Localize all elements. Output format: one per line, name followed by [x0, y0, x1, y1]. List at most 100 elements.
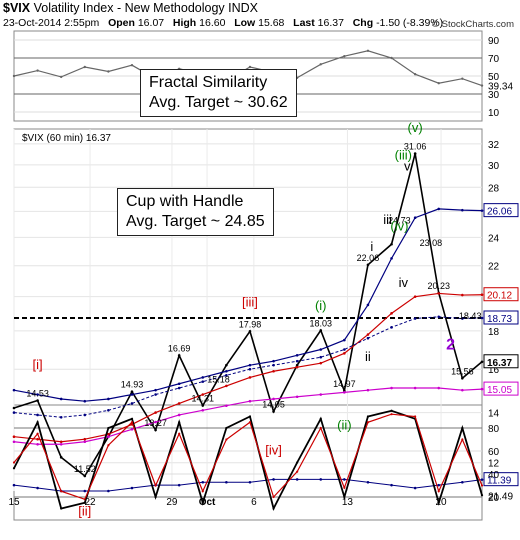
red-ma-point — [413, 295, 417, 298]
open-value: 16.07 — [137, 17, 165, 29]
lower-band-point — [36, 486, 39, 490]
price-annotation: 14.05 — [262, 399, 285, 409]
middle-band-point — [154, 393, 157, 396]
stochastic-point — [178, 432, 181, 435]
middle-band-point — [12, 411, 16, 414]
magenta-ma-point — [130, 427, 134, 431]
upper-band-point — [319, 348, 323, 351]
red-ma-point — [343, 352, 346, 355]
upper-band-point — [59, 397, 63, 401]
magenta-ma-point — [107, 435, 110, 438]
last-label: Last — [293, 17, 315, 29]
stochastic-point — [201, 490, 204, 493]
stochastic-point — [107, 426, 110, 430]
magenta-ma-point — [177, 413, 181, 417]
top-series-point — [130, 63, 134, 67]
price-annotation: 14.97 — [333, 379, 356, 389]
stochastic-point — [201, 501, 204, 504]
x-axis-label: 6 — [251, 497, 257, 508]
last-value: 16.37 — [317, 17, 344, 29]
stochastic-point — [296, 470, 299, 473]
price-point — [248, 329, 252, 333]
open-label: Open — [108, 17, 135, 29]
upper-band-point — [366, 303, 370, 307]
stochastic-point — [461, 426, 464, 430]
middle-band-point — [225, 374, 228, 377]
lower-band-point — [295, 478, 299, 481]
wave-label: [ii] — [78, 504, 91, 519]
top-series-point — [248, 65, 252, 69]
magenta-ma-point — [59, 442, 63, 446]
price-point — [413, 152, 417, 155]
price-annotation: 24.73 — [388, 216, 411, 226]
right-value-text: 20.12 — [487, 291, 512, 302]
lower-band-point — [413, 486, 417, 490]
middle-band-point — [480, 316, 484, 320]
magenta-ma-point — [201, 408, 205, 412]
stochastic-point — [225, 426, 228, 430]
middle-band-point — [177, 386, 181, 390]
symbol: $VIX — [3, 1, 31, 15]
price-point — [201, 404, 205, 407]
low-label: Low — [234, 17, 256, 29]
right-value-badge — [483, 310, 519, 325]
wave-label: (iv) — [390, 219, 408, 234]
top-series-point — [390, 56, 393, 60]
stochastic-point — [225, 438, 228, 441]
stochastic-point — [12, 461, 16, 464]
top-series-point — [437, 82, 440, 85]
price-point — [130, 390, 134, 394]
stochastic-point — [248, 421, 252, 424]
lower-band-point — [366, 480, 370, 484]
middle-band-point — [390, 326, 393, 329]
price-annotation: 14.31 — [192, 393, 215, 403]
low-value: 15.68 — [258, 17, 285, 29]
lower-band-point — [177, 483, 181, 487]
upper-band-point — [154, 388, 157, 392]
right-value-badge — [483, 354, 519, 369]
stochastic-point — [248, 415, 252, 418]
price-annotation: 20.23 — [427, 281, 450, 291]
middle-band-point — [107, 408, 110, 412]
main-tick-label: 22 — [488, 262, 500, 273]
price-annotation: 18.43 — [459, 311, 482, 321]
lower-band-point — [437, 483, 441, 487]
main-tick-label: 16 — [488, 365, 500, 376]
top-series-point — [319, 63, 322, 66]
top-series-point — [366, 49, 370, 52]
right-value-badge — [483, 472, 519, 487]
price-point — [272, 410, 275, 413]
wave-label: iv — [399, 275, 409, 290]
chg-value: -1.50 (-8.39%) — [376, 17, 444, 29]
middle-band-point — [130, 402, 134, 405]
red-ma-point — [36, 437, 39, 441]
upper-band-point — [390, 257, 393, 260]
upper-band-point — [437, 207, 441, 211]
stochastic-point — [130, 421, 134, 424]
x-axis-label: 22 — [84, 497, 96, 508]
lower-band-point — [225, 480, 228, 484]
lower-band-point — [83, 489, 87, 493]
magenta-ma-point — [366, 388, 370, 392]
stochastic-point — [343, 486, 346, 489]
red-ma-point — [225, 384, 228, 388]
middle-band-point — [366, 336, 370, 340]
bottom-tick-label: 40 — [488, 470, 500, 481]
price-point — [366, 263, 370, 267]
right-value-text: 16.37 — [487, 358, 512, 369]
stochastic-point — [437, 490, 440, 493]
main-tick-label: 18 — [488, 327, 500, 338]
wave-label: iii — [383, 212, 392, 227]
main-tick-label: 12 — [488, 459, 500, 470]
magenta-ma-point — [461, 388, 464, 392]
upper-band-point — [480, 209, 484, 212]
grid-layer — [13, 39, 482, 498]
middle-band-point — [319, 355, 323, 359]
right-value-text: 11.39 — [487, 476, 512, 487]
top-series-point — [107, 70, 110, 73]
upper-band-point — [177, 382, 181, 386]
upper-band-point — [12, 388, 16, 392]
upper-band-point — [107, 397, 110, 401]
stochastic-point — [36, 432, 39, 435]
